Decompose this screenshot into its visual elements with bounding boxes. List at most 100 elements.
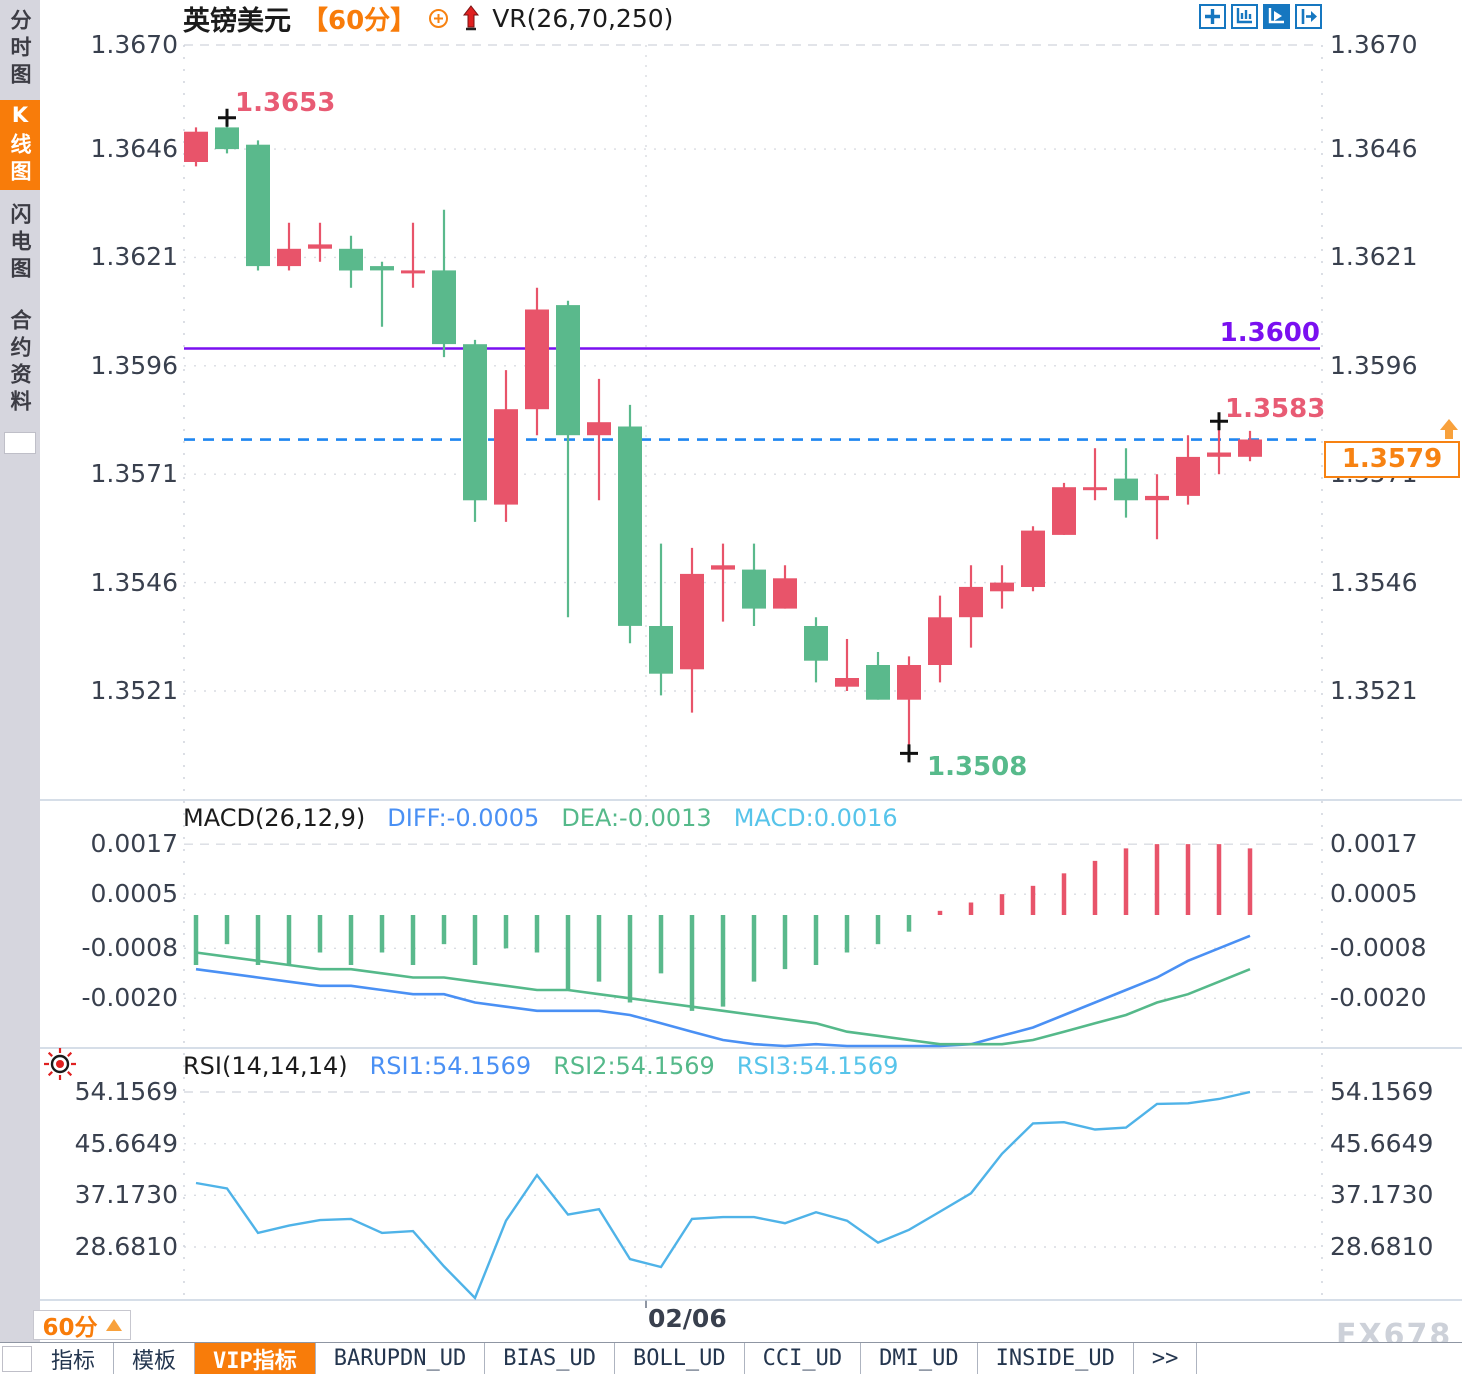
sidebar-item-4[interactable]: 合约资料 [0,296,40,430]
rsi-axis-label: 37.1730 [74,1180,178,1210]
rsi1-value: RSI1:54.1569 [369,1052,532,1080]
indicator-tab-6[interactable]: BOLL_UD [615,1343,745,1374]
alert-sun-icon[interactable] [42,1046,78,1086]
period-selector-value: 60分 [42,1315,98,1341]
symbol-title: 英镑美元 [183,5,291,37]
indicator-tab-4[interactable]: BARUPDN_UD [316,1343,486,1374]
price-axis-label: 1.3646 [1330,134,1418,164]
candle-body [649,626,673,674]
period-low-label: 1.3508 [927,752,1028,782]
candle-body [866,665,890,700]
sidebar-item-3[interactable]: 闪电图 [0,198,40,288]
price-axis-label: 1.3670 [90,30,178,59]
rsi-axis-label: 28.6810 [74,1232,178,1261]
rsi2-value: RSI2:54.1569 [553,1052,715,1080]
extreme-marker-high [218,108,236,127]
sidebar-blank-box [4,432,36,454]
macd-axis-label: 0.0017 [1330,829,1418,859]
candle-body [587,422,611,436]
rsi-line [195,1090,1251,1301]
macd-dea-line [195,951,1251,1046]
rsi-axis-label: 45.6649 [1330,1128,1434,1158]
candle-body [184,131,208,162]
circle-plus-icon[interactable] [427,7,450,30]
period-tag: 【60分】 [302,5,417,36]
candle-body [1176,456,1200,496]
candle-body [215,127,239,150]
candle-body [618,426,642,626]
indicator-tab-3[interactable]: VIP指标 [195,1343,316,1374]
price-axis-label: 1.3521 [90,676,178,705]
jump-to-latest-icon[interactable] [1295,4,1322,29]
period-selector[interactable]: 60分 [33,1310,131,1341]
current-price-tag: 1.3579 [1324,441,1460,478]
macd-diff-value: DIFF:-0.0005 [387,804,540,832]
candle-body [680,573,704,670]
caret-up-icon [105,1319,122,1331]
candle-body [773,578,797,609]
macd-header: MACD(26,12,9) DIFF:-0.0005 DEA:-0.0013 M… [183,804,898,832]
indicator-tab-9[interactable]: INSIDE_UD [978,1343,1134,1374]
macd-diff-line [195,934,1251,1048]
recent-high-label: 1.3583 [1225,394,1326,424]
indicator-tab-7[interactable]: CCI_UD [745,1343,862,1374]
candle-body [277,248,301,267]
candle-body [959,586,983,618]
rsi-axis-label: 28.6810 [1330,1232,1434,1261]
rsi-axis-label: 45.6649 [74,1128,178,1158]
candle-body [990,582,1014,592]
candle-body [432,270,456,345]
x-axis-date-label: 02/06 [648,1304,727,1333]
candle-body [308,244,332,249]
rsi3-value: RSI3:54.1569 [736,1052,899,1080]
indicator-tab-8[interactable]: DMI_UD [861,1343,978,1374]
price-up-arrow-icon [1438,418,1460,444]
auto-scroll-icon[interactable] [1263,4,1290,29]
vr-indicator-label: VR(26,70,250) [492,3,674,33]
rsi-axis-label: 54.1569 [1330,1077,1434,1106]
candle-body [1021,530,1045,587]
price-axis-label: 1.3621 [1330,242,1418,272]
price-axis-label: 1.3521 [1330,676,1418,705]
red-up-arrow-icon [461,4,481,32]
macd-axis-label: 0.0017 [90,829,178,859]
candle-body [494,409,518,505]
price-axis-label: 1.3596 [1330,350,1418,380]
sidebar-item-2[interactable]: K线图 [0,100,40,190]
indicator-tab-bar: 指标 模板 VIP指标 BARUPDN_UD BIAS_UD BOLL_UD CCI_UD D… [0,1342,1462,1374]
candle-body [804,626,828,661]
candle-body [1052,487,1076,535]
indicator-tab-5[interactable]: BIAS_UD [485,1343,615,1374]
rsi-axis-label: 37.1730 [1330,1180,1434,1210]
candle-body [1207,452,1231,457]
extreme-marker-low [900,744,918,763]
candle-body [1083,487,1107,491]
chart-toolbar [1199,4,1322,29]
indicator-tab-2[interactable]: 模板 [114,1343,196,1374]
indicator-tab-10[interactable]: >> [1134,1343,1198,1374]
indicator-tab-1[interactable]: 指标 [33,1343,115,1374]
macd-macd-value: MACD:0.0016 [733,804,898,832]
scale-axis-icon[interactable] [1231,4,1258,29]
macd-title: MACD(26,12,9) [183,804,366,832]
hline-price-label: 1.3600 [1219,318,1320,348]
macd-axis-label: 0.0005 [90,879,178,909]
move-crosshair-icon[interactable] [1199,4,1226,29]
chart-header: 英镑美元 【60分】 VR(26,70,250) [183,2,674,37]
candle-body [1145,495,1169,501]
sidebar-item-1[interactable]: 分时图 [0,4,40,94]
macd-axis-label: 0.0005 [1330,879,1418,909]
macd-axis-label: -0.0020 [1330,983,1427,1013]
price-axis-label: 1.3621 [90,242,178,272]
macd-axis-label: -0.0020 [81,983,179,1013]
candle-body [1238,439,1262,457]
candle-body [463,344,487,501]
macd-axis-label: -0.0008 [81,933,179,963]
candle-body [928,617,952,665]
macd-dea-value: DEA:-0.0013 [561,804,712,832]
candle-body [525,309,549,410]
candle-body [556,305,580,436]
candle-body [370,266,394,271]
macd-axis-label: -0.0008 [1330,933,1427,963]
